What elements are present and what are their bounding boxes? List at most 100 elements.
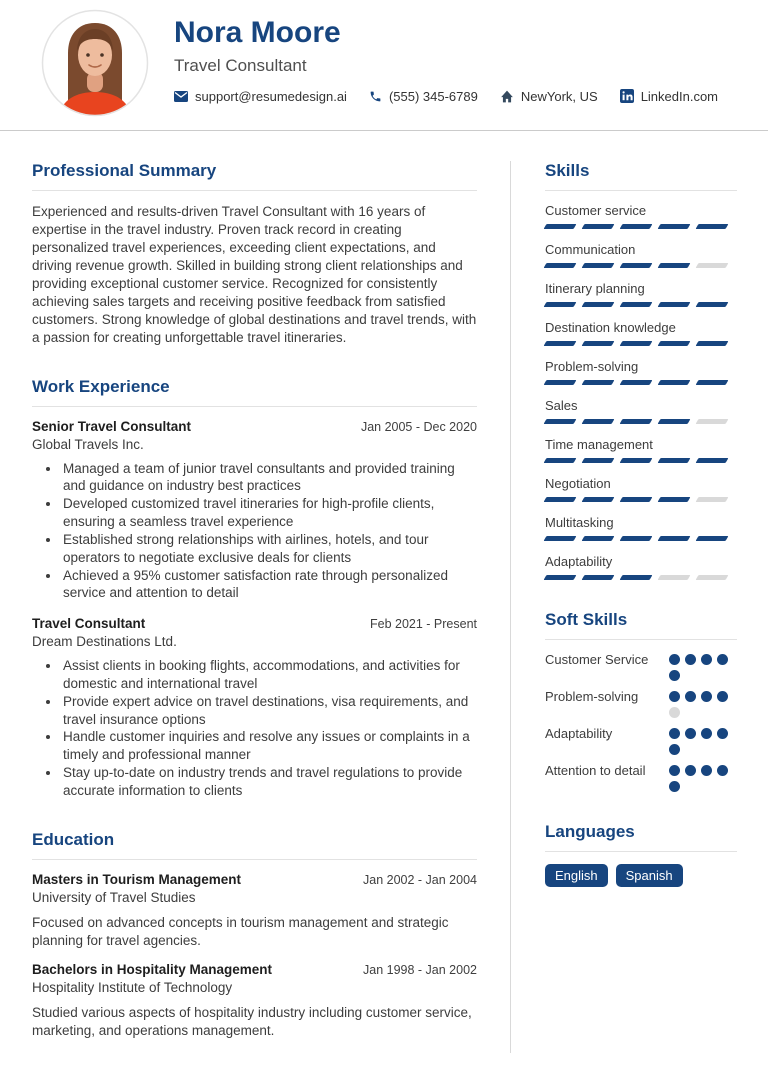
skill-level-bar: [543, 341, 737, 346]
skill-level-bar: [543, 263, 737, 268]
job-bullet-list: Assist clients in booking flights, accom…: [32, 657, 477, 800]
skill-name: Communication: [545, 242, 636, 257]
linkedin-icon: [619, 89, 634, 103]
soft-skill-dot: [669, 654, 680, 665]
skill-bar-segment: [695, 263, 729, 268]
soft-skill-name: Adaptability: [545, 726, 613, 741]
skill-bar-segment: [543, 380, 577, 385]
skill-level-bar: [543, 224, 737, 229]
summary-heading: Professional Summary: [32, 161, 477, 191]
contact-location[interactable]: NewYork, US: [500, 89, 598, 104]
skill-bar-segment: [581, 458, 615, 463]
soft-skill-dot: [717, 765, 728, 776]
soft-skill-dots: [669, 726, 737, 755]
skill-name: Multitasking: [545, 515, 614, 530]
degree-description: Studied various aspects of hospitality i…: [32, 1005, 472, 1039]
skill-bar-segment: [657, 263, 691, 268]
home-icon: [500, 90, 514, 103]
contact-phone[interactable]: (555) 345-6789: [369, 89, 478, 104]
skill-item: Communication: [543, 242, 737, 268]
main-column: Professional Summary Experienced and res…: [32, 161, 477, 1053]
contact-linkedin[interactable]: LinkedIn.com: [619, 89, 718, 104]
skill-bar-segment: [657, 497, 691, 502]
skill-bar-segment: [581, 224, 615, 229]
education-entry-head: Bachelors in Hospitality Management Jan …: [32, 962, 477, 977]
job-entry: Senior Travel Consultant Jan 2005 - Dec …: [32, 419, 477, 603]
soft-skill-item: Adaptability: [545, 726, 737, 755]
skill-name: Destination knowledge: [545, 320, 676, 335]
soft-skill-dot: [701, 654, 712, 665]
skill-level-bar: [543, 419, 737, 424]
header: Nora Moore Travel Consultant support@res…: [0, 0, 768, 131]
education-heading: Education: [32, 830, 477, 860]
skill-level-bar: [543, 575, 737, 580]
education-entry-head: Masters in Tourism Management Jan 2002 -…: [32, 872, 477, 887]
skill-bar-segment: [581, 497, 615, 502]
skill-bar-segment: [543, 458, 577, 463]
work-heading: Work Experience: [32, 377, 477, 407]
skill-bar-segment: [695, 575, 729, 580]
skill-bar-segment: [657, 419, 691, 424]
skill-bar-segment: [657, 224, 691, 229]
header-info: Nora Moore Travel Consultant support@res…: [174, 8, 718, 104]
skill-name: Itinerary planning: [545, 281, 645, 296]
soft-skill-dots: [669, 652, 737, 681]
soft-skill-dots: [669, 763, 737, 792]
column-divider: [510, 161, 511, 1053]
skill-bar-segment: [695, 341, 729, 346]
skill-level-bar: [543, 380, 737, 385]
job-entry: Travel Consultant Feb 2021 - Present Dre…: [32, 616, 477, 800]
person-title: Travel Consultant: [174, 55, 307, 75]
skill-name: Problem-solving: [545, 359, 639, 374]
skill-bar-segment: [543, 263, 577, 268]
soft-skill-item: Customer Service: [545, 652, 737, 681]
degree-title: Masters in Tourism Management: [32, 871, 242, 887]
section-soft-skills: Soft Skills Customer Service Problem-sol…: [545, 610, 737, 792]
skill-level-bar: [543, 302, 737, 307]
contact-email-text: support@resumedesign.ai: [195, 88, 347, 104]
soft-skill-dot: [717, 654, 728, 665]
content-columns: Professional Summary Experienced and res…: [0, 131, 768, 1078]
skill-list: Customer service Communication Itinerary…: [543, 203, 737, 580]
job-dates: Feb 2021 - Present: [369, 617, 477, 632]
job-bullet: Achieved a 95% customer satisfaction rat…: [61, 567, 477, 603]
soft-skill-dot: [717, 728, 728, 739]
job-bullet: Assist clients in booking flights, accom…: [61, 657, 477, 693]
skill-bar-segment: [619, 302, 653, 307]
languages-heading: Languages: [545, 822, 737, 852]
skill-bar-segment: [619, 536, 653, 541]
skill-level-bar: [543, 458, 737, 463]
job-bullet-list: Managed a team of junior travel consulta…: [32, 460, 477, 603]
skill-bar-segment: [581, 419, 615, 424]
skill-item: Problem-solving: [543, 359, 737, 385]
soft-skill-dot: [717, 691, 728, 702]
contact-email[interactable]: support@resumedesign.ai: [174, 89, 347, 104]
skill-bar-segment: [581, 380, 615, 385]
school-name: University of Travel Studies: [32, 889, 196, 905]
job-bullet: Developed customized travel itineraries …: [61, 495, 477, 531]
skill-bar-segment: [619, 419, 653, 424]
job-bullet: Established strong relationships with ai…: [61, 531, 477, 567]
skill-bar-segment: [619, 224, 653, 229]
job-company: Global Travels Inc.: [32, 436, 144, 452]
job-title: Senior Travel Consultant: [32, 418, 192, 434]
job-company: Dream Destinations Ltd.: [32, 634, 177, 650]
job-title: Travel Consultant: [32, 616, 146, 632]
skill-bar-segment: [619, 497, 653, 502]
job-bullet: Handle customer inquiries and resolve an…: [61, 728, 477, 764]
soft-skill-name: Customer Service: [545, 652, 649, 667]
skill-bar-segment: [695, 419, 729, 424]
soft-skill-dots: [669, 689, 737, 718]
soft-skill-item: Attention to detail: [545, 763, 737, 792]
profile-photo: [41, 9, 149, 117]
summary-text: Experienced and results-driven Travel Co…: [32, 204, 477, 345]
skill-bar-segment: [657, 575, 691, 580]
job-bullet: Managed a team of junior travel consulta…: [61, 460, 477, 496]
education-list: Masters in Tourism Management Jan 2002 -…: [32, 872, 477, 1041]
soft-skill-item: Problem-solving: [545, 689, 737, 718]
soft-skill-dot: [669, 670, 680, 681]
skill-bar-segment: [657, 380, 691, 385]
skill-level-bar: [543, 536, 737, 541]
job-dates: Jan 2005 - Dec 2020: [360, 419, 477, 434]
skill-bar-segment: [695, 224, 729, 229]
